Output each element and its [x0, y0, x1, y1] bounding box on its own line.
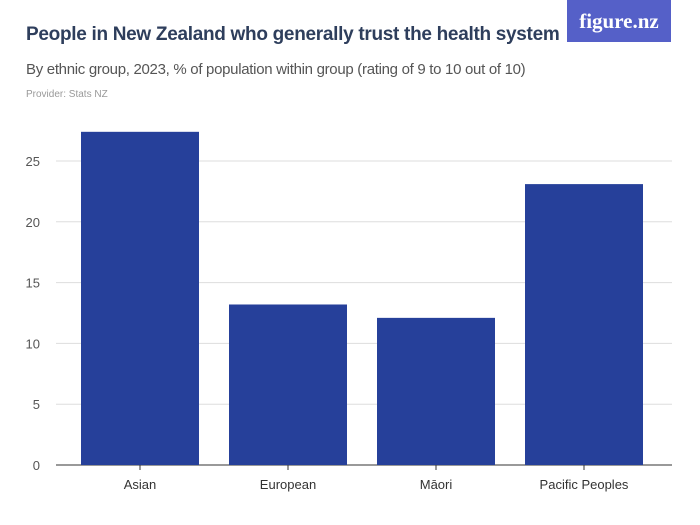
bar-asian [81, 131, 199, 466]
bar-māori [377, 317, 495, 465]
y-tick-label: 20 [26, 215, 40, 230]
bar-pacific-peoples [525, 184, 643, 465]
y-tick-label: 10 [26, 336, 40, 351]
y-tick-label: 0 [33, 458, 40, 473]
x-tick-label: Pacific Peoples [540, 477, 629, 492]
x-tick-label: Asian [124, 477, 157, 492]
figure-nz-logo[interactable]: figure.nz [567, 0, 671, 42]
y-tick-label: 5 [33, 397, 40, 412]
provider-label: Provider: Stats NZ [26, 89, 108, 100]
x-tick-label: Māori [420, 477, 453, 492]
y-tick-label: 25 [26, 154, 40, 169]
x-tick-label: European [260, 477, 316, 492]
chart-subtitle: By ethnic group, 2023, % of population w… [26, 61, 526, 78]
bar-european [229, 304, 347, 465]
y-tick-label: 15 [26, 276, 40, 291]
chart-title: People in New Zealand who generally trus… [26, 24, 560, 45]
